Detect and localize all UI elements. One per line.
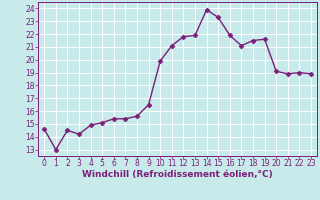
X-axis label: Windchill (Refroidissement éolien,°C): Windchill (Refroidissement éolien,°C): [82, 170, 273, 179]
